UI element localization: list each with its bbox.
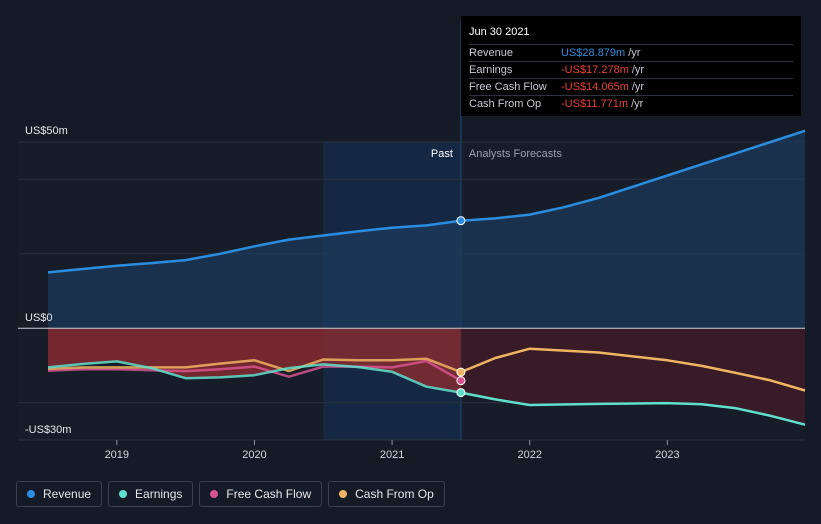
free-cash-flow-line-past [47,359,462,382]
legend-item-free-cash-flow[interactable]: Free Cash Flow [199,481,323,507]
tooltip-row-unit: /yr [631,64,645,76]
revenue-marker [456,216,466,226]
x-tick-label: 2021 [380,449,404,461]
legend-label: Revenue [43,487,92,501]
tooltip: Jun 30 2021 Revenue US$28.879m /yr Earni… [461,16,801,116]
tooltip-row-name: Free Cash Flow [469,81,547,93]
tooltip-row-value: US$28.879m [561,47,626,59]
cash-from-op-dot-icon [339,490,348,498]
legend-item-revenue[interactable]: Revenue [16,481,103,507]
revenue-line-forecast [460,129,806,222]
tooltip-row-unit: /yr [628,47,641,59]
chart: US$50m US$0 -US$30m 2019 2020 2021 2022 2023 Pas… [18,20,806,461]
free-cash-flow-dot-icon [210,490,219,498]
x-tick-label: 2023 [655,449,679,461]
legend-label: Earnings [135,487,183,501]
earnings-marker [456,388,466,398]
tooltip-row-unit: /yr [631,81,645,93]
cash-from-op-line-forecast [460,347,806,392]
tooltip-row-name: Cash From Op [469,98,542,110]
legend-label: Free Cash Flow [226,487,312,501]
y-tick-label: US$50m [25,125,68,137]
tooltip-row-unit: /yr [631,98,644,110]
y-tick-label: -US$30m [25,424,71,436]
x-tick-label: 2019 [105,449,129,461]
tooltip-row-value: -US$11.771m [561,98,629,110]
earnings-dot-icon [119,490,128,498]
free-cash-flow-marker [456,376,466,386]
x-tick-label: 2022 [517,449,541,461]
x-tick-label: 2020 [242,449,266,461]
legend: Revenue Earnings Free Cash Flow Cash Fro… [16,481,445,507]
legend-item-earnings[interactable]: Earnings [108,481,194,507]
tooltip-row-name: Revenue [469,47,514,59]
revenue-area [48,130,805,329]
tooltip-row-name: Earnings [469,64,513,76]
tooltip-row-earnings: Earnings -US$17.278m /yr [469,61,793,78]
y-tick-label: US$0 [25,312,53,324]
legend-label: Cash From Op [355,487,434,501]
earnings-line-forecast [460,391,806,426]
tooltip-row-value: -US$14.065m [561,81,629,93]
cash-from-op-line-past [47,357,462,374]
tooltip-row-value: -US$17.278m [561,64,629,76]
negative-area-forecast [460,328,805,425]
tooltip-row-free-cash-flow: Free Cash Flow -US$14.065m /yr [469,78,793,95]
cash-from-op-marker [456,367,466,377]
legend-item-cash-from-op[interactable]: Cash From Op [328,481,445,507]
tooltip-row-revenue: Revenue US$28.879m /yr [469,44,793,61]
tooltip-date: Jun 30 2021 [469,26,530,38]
revenue-dot-icon [27,490,35,498]
earnings-line-past [47,360,462,394]
tooltip-row-cash-from-op: Cash From Op -US$11.771m /yr [469,95,793,112]
revenue-line-past [47,219,462,274]
forecast-label: Analysts Forecasts [469,148,562,160]
past-label: Past [431,148,453,160]
